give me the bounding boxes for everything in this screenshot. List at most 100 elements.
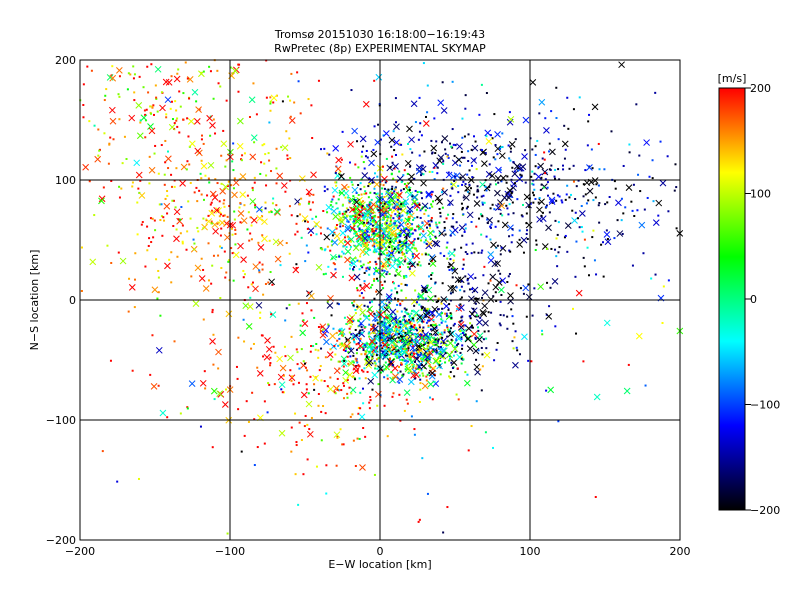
scatter-point-x xyxy=(354,218,361,225)
scatter-point-dot xyxy=(352,224,355,227)
scatter-point-dot xyxy=(356,289,359,292)
scatter-point-dot xyxy=(157,269,160,272)
scatter-point-dot xyxy=(444,352,447,355)
scatter-point-dot xyxy=(386,217,389,220)
scatter-point-dot xyxy=(224,165,227,168)
scatter-point-dot xyxy=(298,203,301,206)
scatter-point-dot xyxy=(309,350,312,353)
scatter-point-dot xyxy=(297,80,300,83)
scatter-point-dot xyxy=(364,358,367,361)
scatter-point-x xyxy=(432,329,439,336)
scatter-point-dot xyxy=(388,224,391,227)
scatter-point-x xyxy=(357,320,365,327)
scatter-point-dot xyxy=(176,125,179,128)
scatter-point-dot xyxy=(144,113,147,116)
scatter-point-dot xyxy=(189,217,192,220)
scatter-point-dot xyxy=(407,234,410,237)
scatter-point-x xyxy=(431,305,439,313)
scatter-point-x xyxy=(332,144,340,152)
scatter-point-dot xyxy=(219,213,222,216)
scatter-point-dot xyxy=(391,281,394,284)
scatter-point-dot xyxy=(620,197,623,200)
scatter-point-dot xyxy=(151,334,154,337)
scatter-point-dot xyxy=(396,198,399,201)
scatter-point-x xyxy=(591,103,599,111)
scatter-point-dot xyxy=(289,115,292,118)
scatter-point-dot xyxy=(587,274,590,277)
scatter-point-dot xyxy=(448,375,451,378)
scatter-point-dot xyxy=(397,349,400,352)
scatter-point-x xyxy=(274,255,282,263)
scatter-point-dot xyxy=(376,270,379,273)
scatter-point-dot xyxy=(280,388,283,391)
scatter-point-dot xyxy=(430,273,433,276)
scatter-point-dot xyxy=(237,90,240,93)
scatter-point-dot xyxy=(367,221,370,224)
scatter-point-x xyxy=(416,327,424,335)
scatter-point-dot xyxy=(326,152,329,155)
scatter-point-dot xyxy=(582,195,585,198)
scatter-point-dot xyxy=(382,308,385,311)
scatter-point-dot xyxy=(350,333,353,336)
scatter-point-dot xyxy=(105,88,108,91)
scatter-point-dot xyxy=(447,213,450,216)
scatter-point-dot xyxy=(450,183,453,186)
scatter-point-dot xyxy=(177,218,180,221)
scatter-point-dot xyxy=(480,251,483,254)
scatter-point-dot xyxy=(367,228,370,231)
scatter-point-dot xyxy=(255,113,258,116)
scatter-point-dot xyxy=(363,344,366,347)
scatter-point-dot xyxy=(286,154,289,157)
scatter-point-dot xyxy=(391,328,394,331)
scatter-point-dot xyxy=(391,233,394,236)
scatter-point-dot xyxy=(311,136,314,139)
scatter-point-dot xyxy=(272,101,275,104)
scatter-point-dot xyxy=(352,354,355,357)
scatter-point-dot xyxy=(413,304,416,307)
scatter-point-x xyxy=(246,303,254,310)
scatter-point-dot xyxy=(675,227,678,230)
scatter-point-dot xyxy=(410,328,413,331)
scatter-point-dot xyxy=(506,281,509,284)
scatter-point-dot xyxy=(407,313,410,316)
scatter-point-dot xyxy=(417,520,420,523)
scatter-point-x xyxy=(437,154,445,161)
scatter-point-dot xyxy=(317,393,320,396)
scatter-point-dot xyxy=(426,355,429,358)
scatter-point-dot xyxy=(568,196,571,199)
scatter-point-dot xyxy=(394,186,397,189)
scatter-point-dot xyxy=(575,240,578,243)
scatter-point-dot xyxy=(270,313,273,316)
scatter-point-dot xyxy=(421,221,424,224)
scatter-point-dot xyxy=(405,296,408,299)
scatter-point-dot xyxy=(348,257,351,260)
scatter-point-x xyxy=(521,333,528,341)
scatter-point-dot xyxy=(368,331,371,334)
scatter-point-dot xyxy=(406,222,409,225)
scatter-point-dot xyxy=(341,275,344,278)
scatter-point-dot xyxy=(97,154,100,157)
scatter-point-x xyxy=(342,369,350,376)
scatter-point-dot xyxy=(388,272,391,275)
scatter-point-dot xyxy=(449,376,452,379)
scatter-point-dot xyxy=(397,208,400,211)
scatter-point-dot xyxy=(461,344,464,347)
scatter-point-dot xyxy=(263,400,266,403)
scatter-point-dot xyxy=(216,222,219,225)
grid-lines xyxy=(80,60,680,540)
scatter-point-dot xyxy=(452,259,455,262)
scatter-point-dot xyxy=(336,302,339,305)
scatter-point-dot xyxy=(393,227,396,230)
scatter-point-dot xyxy=(82,103,85,106)
colorbar-tick-label: 100 xyxy=(750,188,771,201)
scatter-point-x xyxy=(417,293,425,301)
scatter-point-dot xyxy=(471,326,474,329)
scatter-point-dot xyxy=(394,97,397,100)
scatter-point-dot xyxy=(355,334,358,337)
scatter-point-dot xyxy=(383,322,386,325)
scatter-point-dot xyxy=(434,152,437,155)
scatter-point-dot xyxy=(347,208,350,211)
scatter-point-x xyxy=(397,258,405,266)
scatter-point-dot xyxy=(374,269,377,272)
scatter-point-dot xyxy=(418,368,421,371)
